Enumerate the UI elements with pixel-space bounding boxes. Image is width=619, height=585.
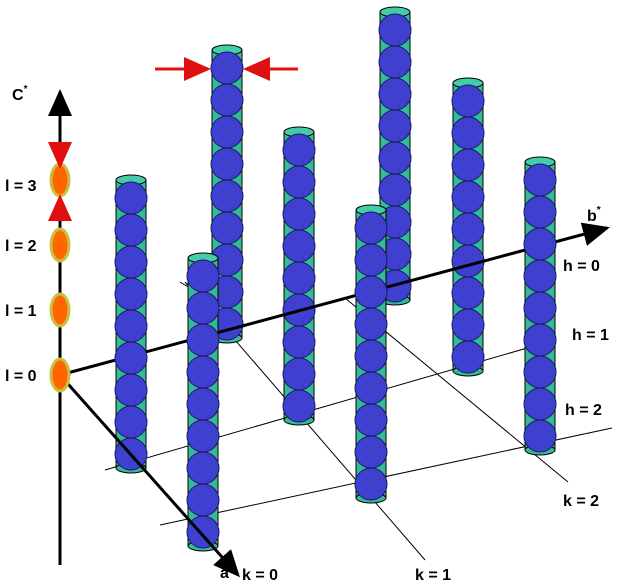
- atom: [282, 165, 316, 199]
- atom: [186, 323, 220, 357]
- atom: [114, 245, 148, 279]
- grid-line: [58, 374, 240, 578]
- atom: [210, 147, 244, 181]
- atom: [378, 77, 412, 111]
- grid-line: [59, 222, 610, 377]
- atom: [186, 451, 220, 485]
- atom: [210, 211, 244, 245]
- atom: [451, 308, 485, 342]
- atom: [210, 51, 244, 85]
- atom: [523, 323, 557, 357]
- atom: [114, 213, 148, 247]
- atom: [114, 341, 148, 375]
- atom: [114, 181, 148, 215]
- atom: [186, 515, 220, 549]
- atom: [186, 291, 220, 325]
- atom: [378, 173, 412, 207]
- a-axis-label: a*: [220, 562, 233, 582]
- back-layer: [104, 6, 613, 561]
- h-label: h = 2: [565, 402, 602, 419]
- atom: [114, 309, 148, 343]
- atom: [523, 355, 557, 389]
- atom: [378, 109, 412, 143]
- atom: [354, 403, 388, 437]
- atom: [354, 467, 388, 501]
- atom: [378, 13, 412, 47]
- k-label: k = 0: [242, 567, 278, 584]
- atom: [282, 357, 316, 391]
- atom: [114, 405, 148, 439]
- h-label: h = 1: [572, 327, 609, 344]
- l-label: l = 2: [5, 238, 37, 255]
- atom: [186, 483, 220, 517]
- atom: [210, 179, 244, 213]
- atom: [282, 229, 316, 263]
- atom: [523, 163, 557, 197]
- front-layer: [48, 57, 557, 578]
- atom: [186, 419, 220, 453]
- h-label: h = 0: [563, 258, 600, 275]
- atom: [451, 84, 485, 118]
- l-label: l = 0: [5, 368, 37, 385]
- atom: [186, 355, 220, 389]
- atom: [451, 212, 485, 246]
- atom: [282, 197, 316, 231]
- atom: [354, 435, 388, 469]
- atom: [523, 387, 557, 421]
- atom: [114, 277, 148, 311]
- labels: C* l = 3 l = 2 l = 1 l = 0 b* h = 0 h = …: [5, 84, 609, 584]
- layer-marker: [49, 162, 71, 198]
- l-label: l = 1: [5, 303, 37, 320]
- atom: [186, 259, 220, 293]
- atom: [523, 291, 557, 325]
- atom: [282, 325, 316, 359]
- atom: [354, 243, 388, 277]
- atom: [282, 133, 316, 167]
- c-axis-label: C*: [12, 84, 28, 104]
- atom: [282, 261, 316, 295]
- layer-marker: [49, 292, 71, 328]
- layer-marker: [49, 227, 71, 263]
- atom: [354, 371, 388, 405]
- l-label: l = 3: [5, 178, 37, 195]
- atom: [451, 340, 485, 374]
- mid-layer: [59, 222, 610, 377]
- layer-marker: [49, 357, 71, 393]
- atom: [523, 419, 557, 453]
- k-label: k = 2: [563, 493, 599, 510]
- b-axis-label: b*: [587, 205, 601, 225]
- atom: [210, 83, 244, 117]
- atom: [354, 211, 388, 245]
- atom: [451, 276, 485, 310]
- atom: [354, 307, 388, 341]
- atom: [451, 148, 485, 182]
- k-label: k = 1: [415, 567, 451, 584]
- atom: [114, 373, 148, 407]
- atom: [378, 141, 412, 175]
- atom: [354, 339, 388, 373]
- atom: [210, 115, 244, 149]
- atom: [354, 275, 388, 309]
- atom: [523, 227, 557, 261]
- atom: [451, 180, 485, 214]
- atom: [523, 195, 557, 229]
- atom: [378, 45, 412, 79]
- atom: [186, 387, 220, 421]
- atom: [451, 116, 485, 150]
- atom: [523, 259, 557, 293]
- atom: [282, 389, 316, 423]
